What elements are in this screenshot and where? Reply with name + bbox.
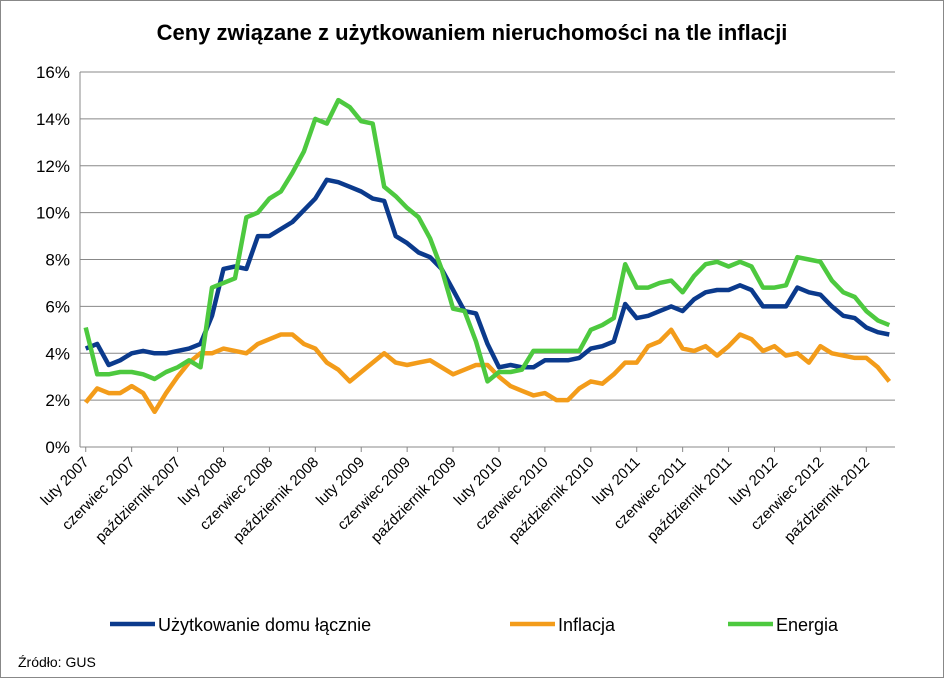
chart-title: Ceny związane z użytkowaniem nieruchomoś… xyxy=(157,20,788,45)
y-tick-label: 2% xyxy=(45,391,70,410)
y-tick-label: 16% xyxy=(36,63,70,82)
series-line xyxy=(83,327,892,415)
y-tick-label: 6% xyxy=(45,297,70,316)
y-tick-label: 10% xyxy=(36,204,70,223)
legend-label: Inflacja xyxy=(558,615,616,635)
y-tick-label: 14% xyxy=(36,110,70,129)
y-tick-label: 0% xyxy=(45,438,70,457)
y-tick-label: 8% xyxy=(45,251,70,270)
legend-label: Użytkowanie domu łącznie xyxy=(158,615,371,635)
legend-label: Energia xyxy=(776,615,839,635)
source-note: Źródło: GUS xyxy=(18,654,96,670)
y-tick-label: 4% xyxy=(45,344,70,363)
series-line xyxy=(83,97,891,384)
y-tick-label: 12% xyxy=(36,157,70,176)
